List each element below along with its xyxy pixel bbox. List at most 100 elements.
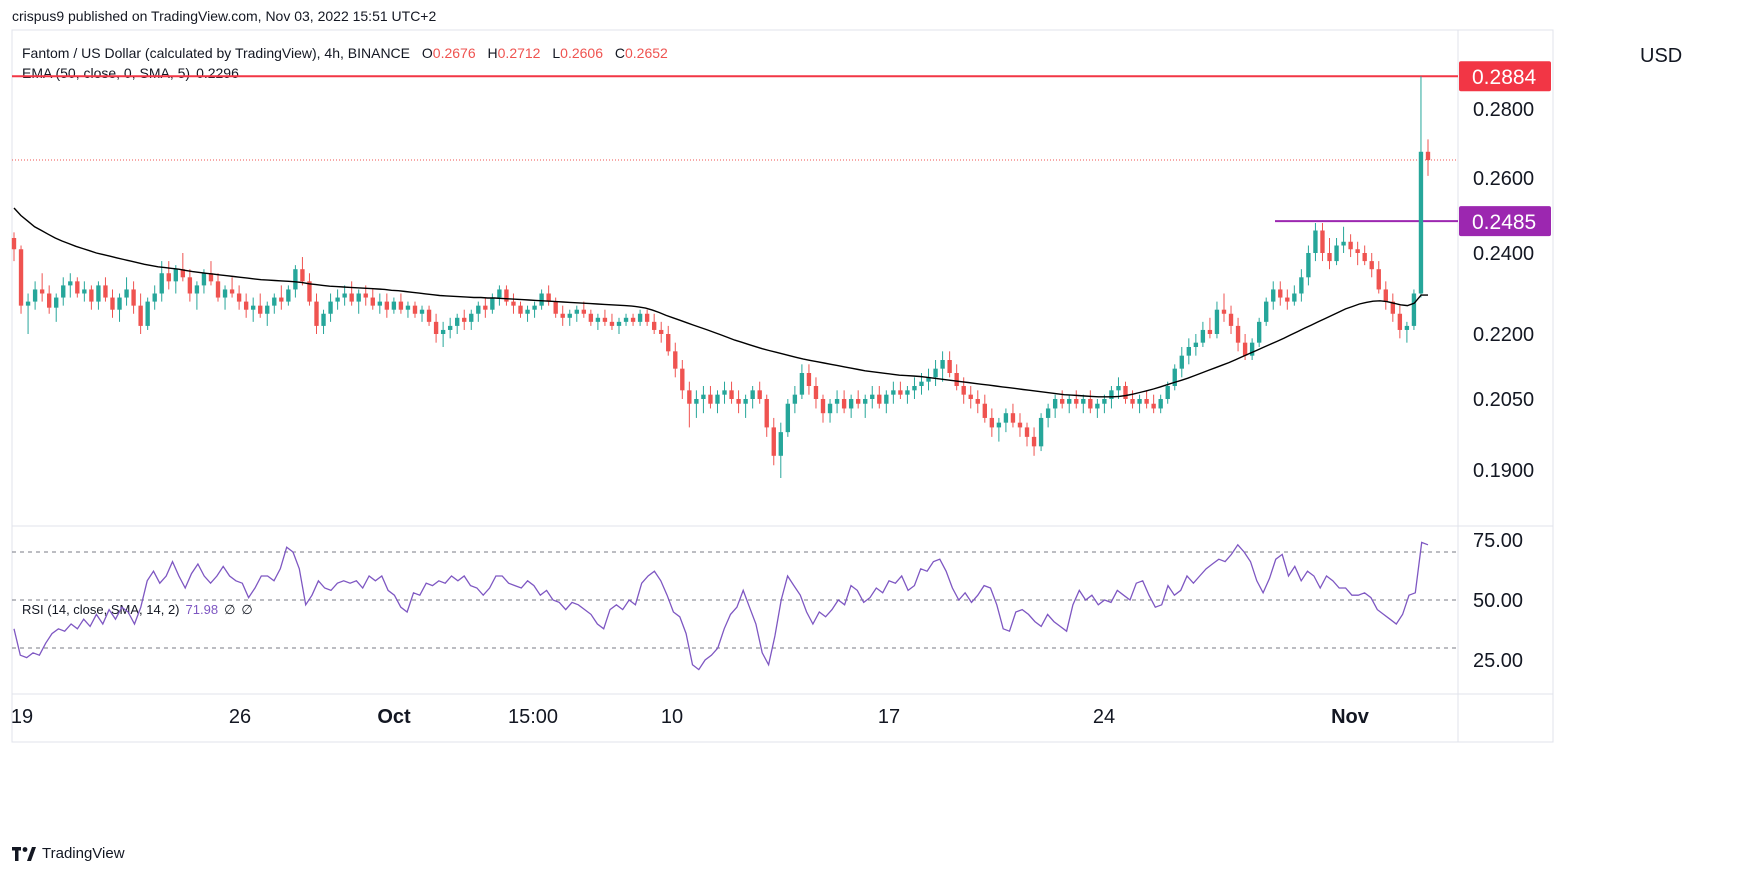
- footer-brand-label: TradingView: [42, 845, 125, 862]
- candle-body: [912, 386, 917, 391]
- candle-body: [152, 293, 157, 302]
- candle-body: [870, 394, 875, 399]
- candle-body: [370, 297, 375, 306]
- price-tick-label: 0.2800: [1473, 99, 1534, 121]
- candle-body: [96, 285, 101, 302]
- candle-body: [103, 285, 108, 298]
- candle-body: [258, 305, 263, 314]
- candle-body: [75, 281, 80, 294]
- candle-body: [848, 399, 854, 409]
- candle-body: [124, 289, 129, 298]
- candle-body: [1024, 427, 1030, 437]
- candle-body: [933, 368, 938, 378]
- candle-body: [1158, 399, 1163, 409]
- close-label: C: [614, 45, 625, 61]
- candle-body: [215, 281, 221, 298]
- candle-body: [750, 390, 755, 399]
- candle-body: [1052, 399, 1058, 409]
- ema-line: [13, 207, 1428, 398]
- candle-body: [1383, 289, 1388, 302]
- candle-body: [1221, 309, 1227, 314]
- candle-body: [863, 399, 868, 404]
- candle-body: [236, 293, 242, 302]
- candle-body: [996, 422, 1002, 428]
- candle-body: [1017, 422, 1023, 428]
- time-tick-label: 10: [661, 706, 683, 728]
- candle-body: [1186, 347, 1191, 356]
- candle-body: [743, 399, 748, 404]
- price-axis[interactable]: USD 0.2800 0.2600 0.2400 0.2200 0.2050 0.1900…: [1459, 45, 1682, 482]
- rsi-placeholder-2: ∅: [241, 602, 253, 617]
- rsi-axis[interactable]: 75.00 50.00 25.00: [1473, 530, 1523, 672]
- candle-body: [1306, 253, 1311, 278]
- candle-body: [293, 269, 298, 290]
- time-tick-label: 19: [11, 706, 33, 728]
- candle-body: [673, 351, 678, 369]
- candle-body: [166, 273, 171, 282]
- rsi-legend: RSI (14, close, SMA, 14, 2) 71.98 ∅ ∅: [22, 602, 253, 618]
- candle-body: [877, 394, 882, 404]
- candle-body: [131, 289, 136, 306]
- rsi-line: [13, 541, 1429, 671]
- price-tick-label: 0.2200: [1473, 324, 1534, 346]
- candle-body: [1390, 301, 1396, 314]
- candle-body: [117, 297, 122, 310]
- time-axis[interactable]: 19 26 Oct 15:00 10 17 24 Nov: [11, 706, 1370, 728]
- candle-body: [1088, 399, 1093, 409]
- open-value: 0.2676: [432, 45, 476, 61]
- candle-body: [222, 289, 228, 298]
- candle-body: [504, 289, 509, 302]
- candle-body: [919, 381, 924, 386]
- candle-body: [532, 305, 537, 310]
- candle-body: [947, 360, 952, 373]
- candle-body: [11, 238, 17, 250]
- candle-body: [1137, 399, 1142, 404]
- candle-body: [279, 297, 284, 302]
- candle-body: [68, 281, 73, 286]
- low-label: L: [552, 45, 561, 61]
- candle-body: [307, 281, 312, 302]
- candle-body: [905, 390, 910, 395]
- candle-body: [342, 293, 347, 298]
- candle-body: [1313, 230, 1318, 253]
- chart-border: [11, 29, 1554, 743]
- candle-body: [975, 399, 980, 404]
- candle-body: [173, 269, 178, 282]
- candle-body: [1130, 399, 1135, 404]
- footer-brand: TradingView: [12, 845, 125, 862]
- rsi-tick-label: 75.00: [1473, 530, 1523, 552]
- rsi-label: RSI (14, close, SMA, 14, 2): [22, 602, 180, 617]
- candle-body: [729, 390, 734, 399]
- candle-body: [32, 289, 38, 302]
- candle-body: [272, 297, 277, 306]
- candle-body: [1376, 269, 1381, 290]
- candle-body: [1362, 253, 1367, 262]
- candle-body: [1278, 289, 1283, 298]
- rsi-layer: [12, 541, 1458, 671]
- candle-body: [384, 301, 390, 310]
- rsi-value: 71.98: [185, 602, 219, 617]
- candle-body: [764, 399, 769, 428]
- candle-body: [799, 373, 805, 395]
- candle-body: [1144, 399, 1149, 404]
- candle-body: [54, 297, 59, 308]
- time-tick-label: 24: [1093, 706, 1115, 728]
- low-value: 0.2606: [560, 45, 603, 61]
- candle-body: [1425, 151, 1431, 161]
- candle-body: [891, 390, 896, 395]
- candle-body: [440, 329, 446, 334]
- candle-body: [314, 301, 319, 326]
- rsi-tick-label: 50.00: [1473, 590, 1523, 612]
- candle-body: [455, 317, 460, 326]
- candle-body: [377, 301, 382, 306]
- candle-body: [426, 309, 432, 322]
- candle-body: [110, 297, 115, 310]
- candle-body: [1355, 249, 1360, 253]
- candle-body: [349, 293, 354, 302]
- candle-body: [1172, 368, 1177, 386]
- candle-body: [954, 373, 959, 386]
- candle-body: [1348, 241, 1353, 250]
- candle-body: [229, 289, 235, 294]
- candle-body: [1404, 325, 1410, 330]
